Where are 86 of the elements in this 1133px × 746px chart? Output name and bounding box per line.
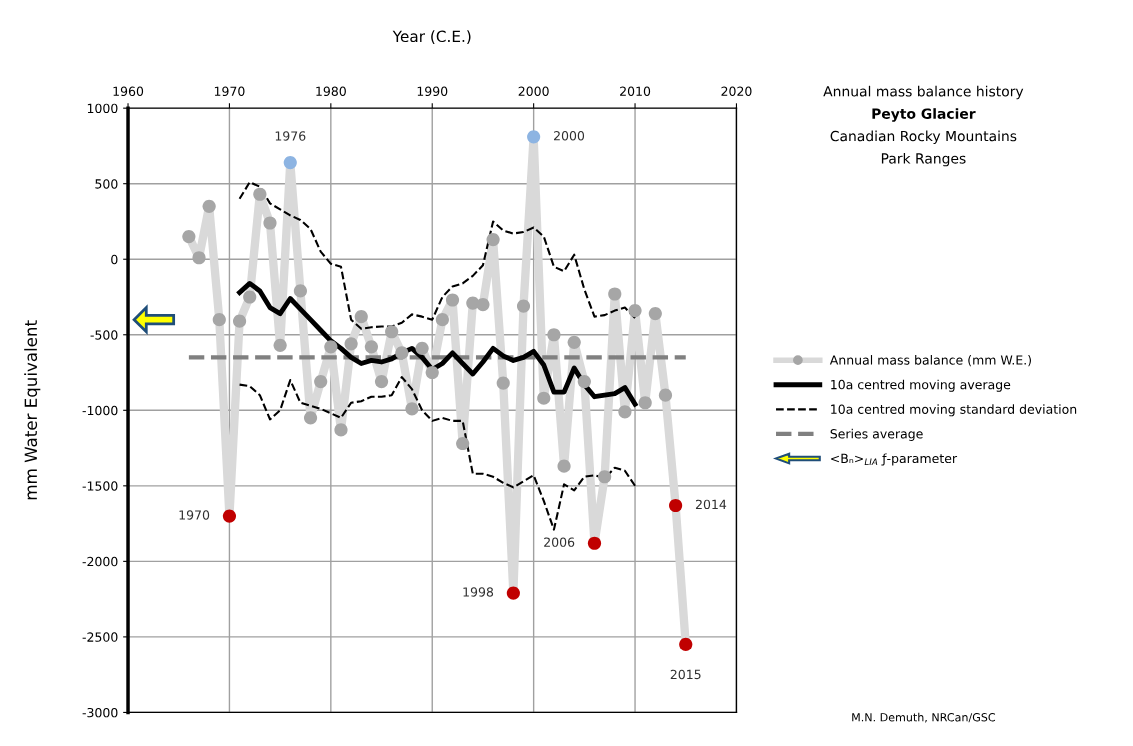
point — [628, 304, 642, 318]
point — [587, 536, 602, 550]
point — [648, 307, 662, 321]
x-tick-label: 2020 — [721, 86, 752, 97]
x-axis-title: Year (C.E.) — [392, 30, 471, 44]
point — [506, 586, 520, 600]
point — [253, 187, 267, 201]
point — [669, 498, 683, 513]
text: Annual mass balance history — [823, 85, 1024, 100]
y-tick-label: -2500 — [82, 632, 118, 642]
point — [232, 314, 247, 328]
y-tick-label: 1000 — [87, 103, 118, 114]
line-series — [238, 376, 637, 531]
annotation: 2015 — [670, 669, 701, 680]
y-axis-title: mm Water Equivalent — [24, 320, 41, 500]
y-tick-label: -500 — [90, 330, 118, 340]
legend-label: 10a centred moving standard deviation — [831, 404, 1077, 417]
annotation: 2006 — [544, 537, 575, 547]
point — [679, 637, 693, 652]
y-tick-label: -1500 — [82, 481, 118, 491]
point — [222, 509, 237, 523]
point — [334, 423, 348, 437]
point — [547, 328, 561, 342]
point — [598, 470, 612, 484]
text: <Bₙ>$_{LIA}$ ƒ-parameter — [831, 453, 958, 466]
text: Park Ranges — [881, 152, 966, 167]
annotation: 1970 — [179, 510, 210, 520]
point — [435, 313, 449, 327]
point — [273, 338, 287, 352]
point — [182, 229, 196, 244]
y-tick-label: -2000 — [82, 556, 118, 567]
point — [476, 297, 490, 312]
point — [618, 405, 632, 419]
text: M.N. Demuth, NRCan/GSC — [852, 712, 996, 723]
line-series — [237, 280, 638, 407]
y-tick-label: -1000 — [82, 405, 118, 416]
point — [516, 299, 531, 313]
y-tick-label: 0 — [111, 254, 118, 265]
point — [354, 310, 368, 324]
point — [344, 337, 358, 351]
point — [263, 216, 277, 230]
point — [314, 375, 328, 389]
point — [293, 284, 307, 298]
point — [303, 411, 318, 425]
text: Peyto Glacier — [872, 108, 976, 122]
point — [283, 155, 297, 170]
point — [243, 290, 257, 304]
point — [608, 287, 622, 301]
point — [537, 391, 551, 405]
point — [324, 340, 338, 354]
annotation: 2014 — [695, 499, 727, 510]
point — [364, 340, 378, 354]
point — [456, 436, 470, 451]
x-tick-label: 2000 — [518, 86, 549, 97]
point — [425, 365, 439, 380]
point — [567, 335, 581, 349]
point — [638, 396, 652, 410]
point — [496, 376, 510, 390]
x-tick-label: 1990 — [417, 86, 448, 97]
legend-label: Annual mass balance (mm W.E.) — [829, 355, 1031, 367]
point — [405, 402, 419, 416]
point — [415, 341, 429, 355]
point — [527, 130, 541, 144]
point — [192, 251, 206, 265]
legend-label: Series average — [830, 428, 923, 441]
point — [577, 375, 591, 389]
x-tick-label: 1970 — [214, 86, 245, 97]
point — [202, 199, 216, 213]
x-tick-label: 2010 — [620, 86, 651, 97]
point — [557, 459, 571, 473]
point — [486, 233, 500, 247]
x-tick-label: 1980 — [316, 86, 346, 97]
point — [385, 325, 399, 339]
point — [445, 293, 460, 307]
x-tick-label: 1960 — [113, 86, 144, 97]
text: Canadian Rocky Mountains — [830, 130, 1017, 144]
point — [212, 313, 226, 327]
annotation: 1976 — [275, 131, 306, 141]
y-tick-label: 500 — [95, 179, 118, 189]
annotation: 2000 — [554, 131, 585, 141]
point — [658, 388, 673, 402]
point — [395, 346, 409, 360]
legend-label: 10a centred moving average — [831, 379, 1011, 392]
annotation: 1998 — [463, 587, 494, 597]
y-tick-label: -3000 — [82, 707, 118, 718]
point — [374, 375, 389, 389]
